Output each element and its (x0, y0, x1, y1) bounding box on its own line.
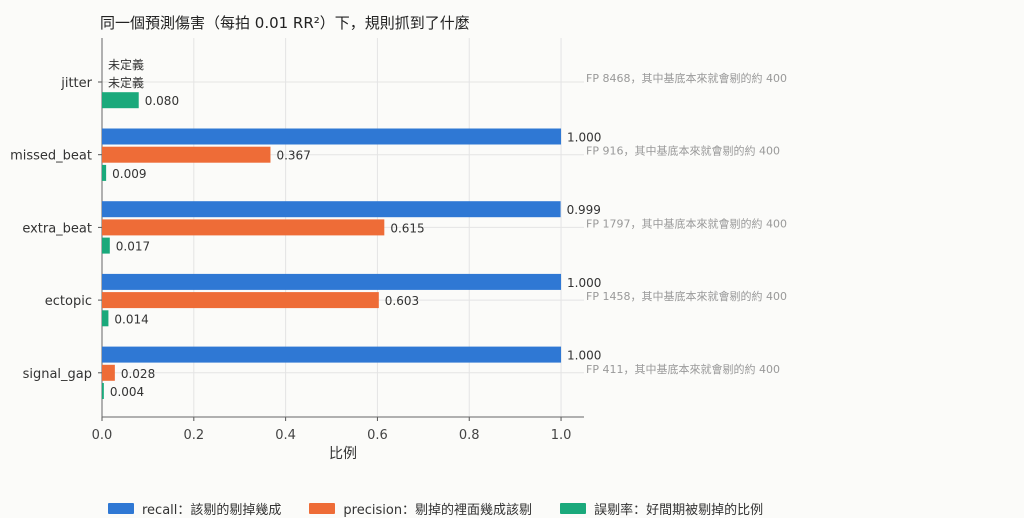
bar-extra_beat-s2 (102, 237, 110, 254)
bar-ectopic-s0 (102, 273, 562, 290)
legend-item-recall[interactable]: recall：該剔的剔掉幾成 (108, 499, 281, 518)
legend-label-false-reject: 誤剔率：好間期被剔掉的比例 (594, 502, 764, 518)
bar-label: 0.004 (110, 385, 144, 399)
fp-annotation: FP 1458，其中基底本來就會剔的約 400 (586, 289, 787, 303)
category-label: missed_beat (10, 149, 92, 164)
bar-label: 0.367 (276, 149, 310, 163)
category-label: ectopic (45, 294, 92, 309)
bar-label: 0.603 (385, 294, 419, 308)
bar-label: 0.080 (145, 94, 179, 108)
fp-annotation: FP 8468，其中基底本來就會剔的約 400 (586, 71, 787, 85)
bar-missed_beat-s0 (102, 128, 562, 145)
bar-extra_beat-s1 (102, 219, 385, 236)
bar-label: 1.000 (567, 131, 601, 145)
x-tick-label: 0.0 (92, 428, 113, 443)
legend-swatch-recall (108, 502, 134, 514)
legend-label-recall: recall：該剔的剔掉幾成 (142, 502, 282, 518)
legend: recall：該剔的剔掉幾成 precision：剔掉的裡面幾成該剔 誤剔率：好… (108, 498, 763, 518)
bar-label: 0.028 (121, 367, 155, 381)
fp-annotation: FP 916，其中基底本來就會剔的約 400 (586, 144, 780, 158)
x-tick-label: 0.8 (459, 428, 480, 443)
category-label: jitter (60, 76, 92, 91)
bar-missed_beat-s2 (102, 164, 107, 181)
chart-svg: 同一個預測傷害（每拍 0.01 RR²）下，規則抓到了什麼 0.0 0.2 0.4 0.… (10, 14, 787, 462)
bar-signal_gap-s0 (102, 346, 562, 363)
category-label: signal_gap (23, 367, 92, 382)
x-tick-label: 0.4 (275, 428, 296, 443)
x-tick-label: 0.2 (183, 428, 204, 443)
bar-missed_beat-s1 (102, 146, 271, 163)
bar-label-undefined: 未定義 (108, 57, 144, 72)
bar-label: 1.000 (567, 276, 601, 290)
legend-item-false-reject[interactable]: 誤剔率：好間期被剔掉的比例 (560, 499, 763, 518)
x-axis-label: 比例 (329, 446, 357, 462)
legend-label-precision: precision：剔掉的裡面幾成該剔 (343, 502, 533, 518)
bar-label: 0.999 (567, 203, 601, 217)
bar-extra_beat-s0 (102, 201, 561, 218)
bar-signal_gap-s2 (102, 383, 104, 399)
category-label: extra_beat (22, 221, 92, 236)
legend-item-precision[interactable]: precision：剔掉的裡面幾成該剔 (309, 499, 532, 518)
bar-signal_gap-s1 (102, 364, 115, 381)
legend-swatch-precision (309, 502, 336, 514)
bar-label: 0.009 (112, 167, 146, 181)
bar-label: 0.615 (390, 221, 424, 235)
bar-ectopic-s2 (102, 310, 109, 327)
x-tick-label: 1.0 (551, 428, 572, 443)
fp-annotation: FP 1797，其中基底本來就會剔的約 400 (586, 216, 787, 230)
bar-label: 1.000 (567, 349, 601, 363)
x-tick-label: 0.6 (367, 428, 388, 443)
bar-jitter-s2 (102, 92, 139, 109)
legend-swatch-false-reject (560, 502, 587, 514)
bar-label-undefined: 未定義 (108, 75, 144, 90)
bar-label: 0.017 (116, 240, 150, 254)
bar-label: 0.014 (114, 312, 148, 326)
bar-ectopic-s1 (102, 292, 379, 309)
fp-annotation: FP 411，其中基底本來就會剔的約 400 (586, 362, 780, 376)
chart-title: 同一個預測傷害（每拍 0.01 RR²）下，規則抓到了什麼 (100, 14, 470, 32)
